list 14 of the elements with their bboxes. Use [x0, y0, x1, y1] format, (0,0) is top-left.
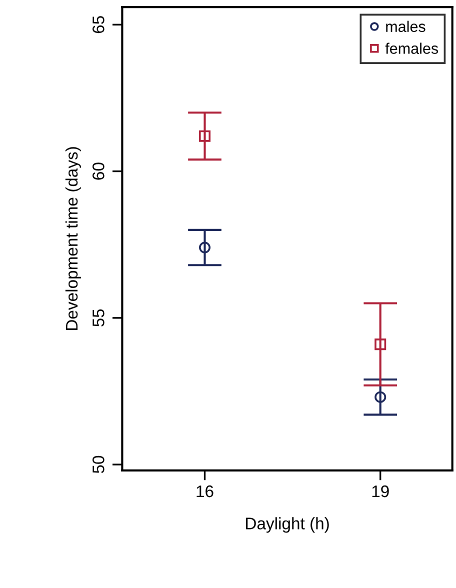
- y-axis-title: Development time (days): [65, 147, 81, 330]
- legend-label: males: [386, 20, 426, 32]
- y-tick-label: 55: [92, 309, 104, 327]
- x-tick-label: 16: [196, 485, 214, 498]
- point: [374, 338, 386, 350]
- y-tick-label: 50: [92, 456, 104, 474]
- y-tick-label: 60: [92, 162, 104, 180]
- point: [198, 242, 211, 254]
- x-tick-label: 19: [372, 485, 389, 498]
- point: [198, 130, 211, 142]
- y-tick-label: 65: [92, 16, 104, 34]
- point: [374, 391, 386, 403]
- x-axis-title: Daylight (h): [246, 517, 329, 533]
- legend-label: females: [385, 42, 438, 54]
